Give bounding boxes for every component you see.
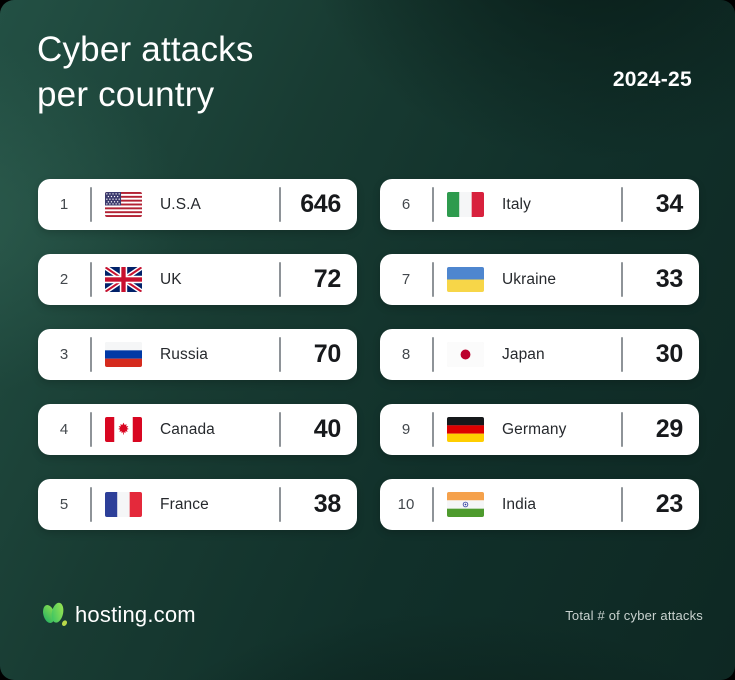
russia-flag-icon [105, 342, 142, 367]
attack-count: 38 [313, 490, 342, 518]
country-label: Japan [502, 345, 545, 363]
divider [621, 337, 623, 372]
country-row: 3 Russia 70 [38, 329, 357, 380]
title-line-2: per country [37, 75, 215, 114]
divider [432, 412, 434, 447]
country-row: 10 India 23 [380, 479, 699, 530]
rank-number: 4 [59, 421, 69, 438]
divider [621, 412, 623, 447]
rank-number: 8 [401, 346, 411, 363]
page-title: Cyber attacks per country [37, 27, 254, 117]
year-badge: 2024-25 [612, 68, 692, 91]
brand-name: hosting.com [75, 602, 196, 627]
canada-flag-icon [105, 417, 142, 442]
attack-count: 40 [313, 415, 342, 443]
country-row: 5 France 38 [38, 479, 357, 530]
country-label: UK [160, 270, 182, 288]
divider [90, 487, 92, 522]
rank-number: 2 [59, 271, 69, 288]
country-row: 7 Ukraine 33 [380, 254, 699, 305]
country-label: Germany [502, 420, 567, 438]
title-line-1: Cyber attacks [37, 30, 254, 69]
country-ranking-grid: 1 U.S.A 646 2 UK 72 3 Russia 70 4 Canada [38, 179, 699, 530]
divider [621, 187, 623, 222]
country-row: 2 UK 72 [38, 254, 357, 305]
country-row: 6 Italy 34 [380, 179, 699, 230]
attack-count: 34 [655, 190, 684, 218]
country-label: Ukraine [502, 270, 557, 288]
country-label: Russia [160, 345, 208, 363]
divider [90, 412, 92, 447]
usa-flag-icon [105, 192, 142, 217]
divider [279, 337, 281, 372]
japan-flag-icon [447, 342, 484, 367]
divider [90, 262, 92, 297]
divider [432, 337, 434, 372]
france-flag-icon [105, 492, 142, 517]
attack-count: 646 [300, 190, 341, 218]
divider [90, 187, 92, 222]
divider [279, 412, 281, 447]
attack-count: 23 [655, 490, 684, 518]
attack-count: 72 [313, 265, 342, 293]
rank-number: 7 [401, 271, 411, 288]
country-label: France [160, 495, 209, 513]
uk-flag-icon [105, 267, 142, 292]
footer: hosting.com Total # of cyber attacks [40, 600, 703, 630]
country-label: India [502, 495, 537, 513]
header: Cyber attacks per country 2024-25 [0, 0, 735, 117]
hosting-leaf-logo-icon [40, 600, 68, 630]
italy-flag-icon [447, 192, 484, 217]
brand: hosting.com [40, 600, 196, 630]
country-label: U.S.A [160, 195, 201, 213]
country-label: Italy [502, 195, 531, 213]
divider [279, 187, 281, 222]
country-row: 8 Japan 30 [380, 329, 699, 380]
germany-flag-icon [447, 417, 484, 442]
rank-number: 9 [401, 421, 411, 438]
attack-count: 30 [655, 340, 684, 368]
divider [432, 262, 434, 297]
divider [621, 262, 623, 297]
india-flag-icon [447, 492, 484, 517]
country-row: 4 Canada 40 [38, 404, 357, 455]
country-row: 1 U.S.A 646 [38, 179, 357, 230]
rank-number: 1 [59, 196, 69, 213]
attack-count: 33 [655, 265, 684, 293]
rank-number: 10 [397, 496, 415, 513]
divider [621, 487, 623, 522]
rank-number: 5 [59, 496, 69, 513]
country-label: Canada [160, 420, 215, 438]
attack-count: 29 [655, 415, 684, 443]
divider [279, 262, 281, 297]
divider [432, 487, 434, 522]
divider [279, 487, 281, 522]
rank-number: 6 [401, 196, 411, 213]
rank-number: 3 [59, 346, 69, 363]
footer-note: Total # of cyber attacks [565, 607, 703, 623]
attack-count: 70 [313, 340, 342, 368]
country-row: 9 Germany 29 [380, 404, 699, 455]
divider [432, 187, 434, 222]
divider [90, 337, 92, 372]
ukraine-flag-icon [447, 267, 484, 292]
